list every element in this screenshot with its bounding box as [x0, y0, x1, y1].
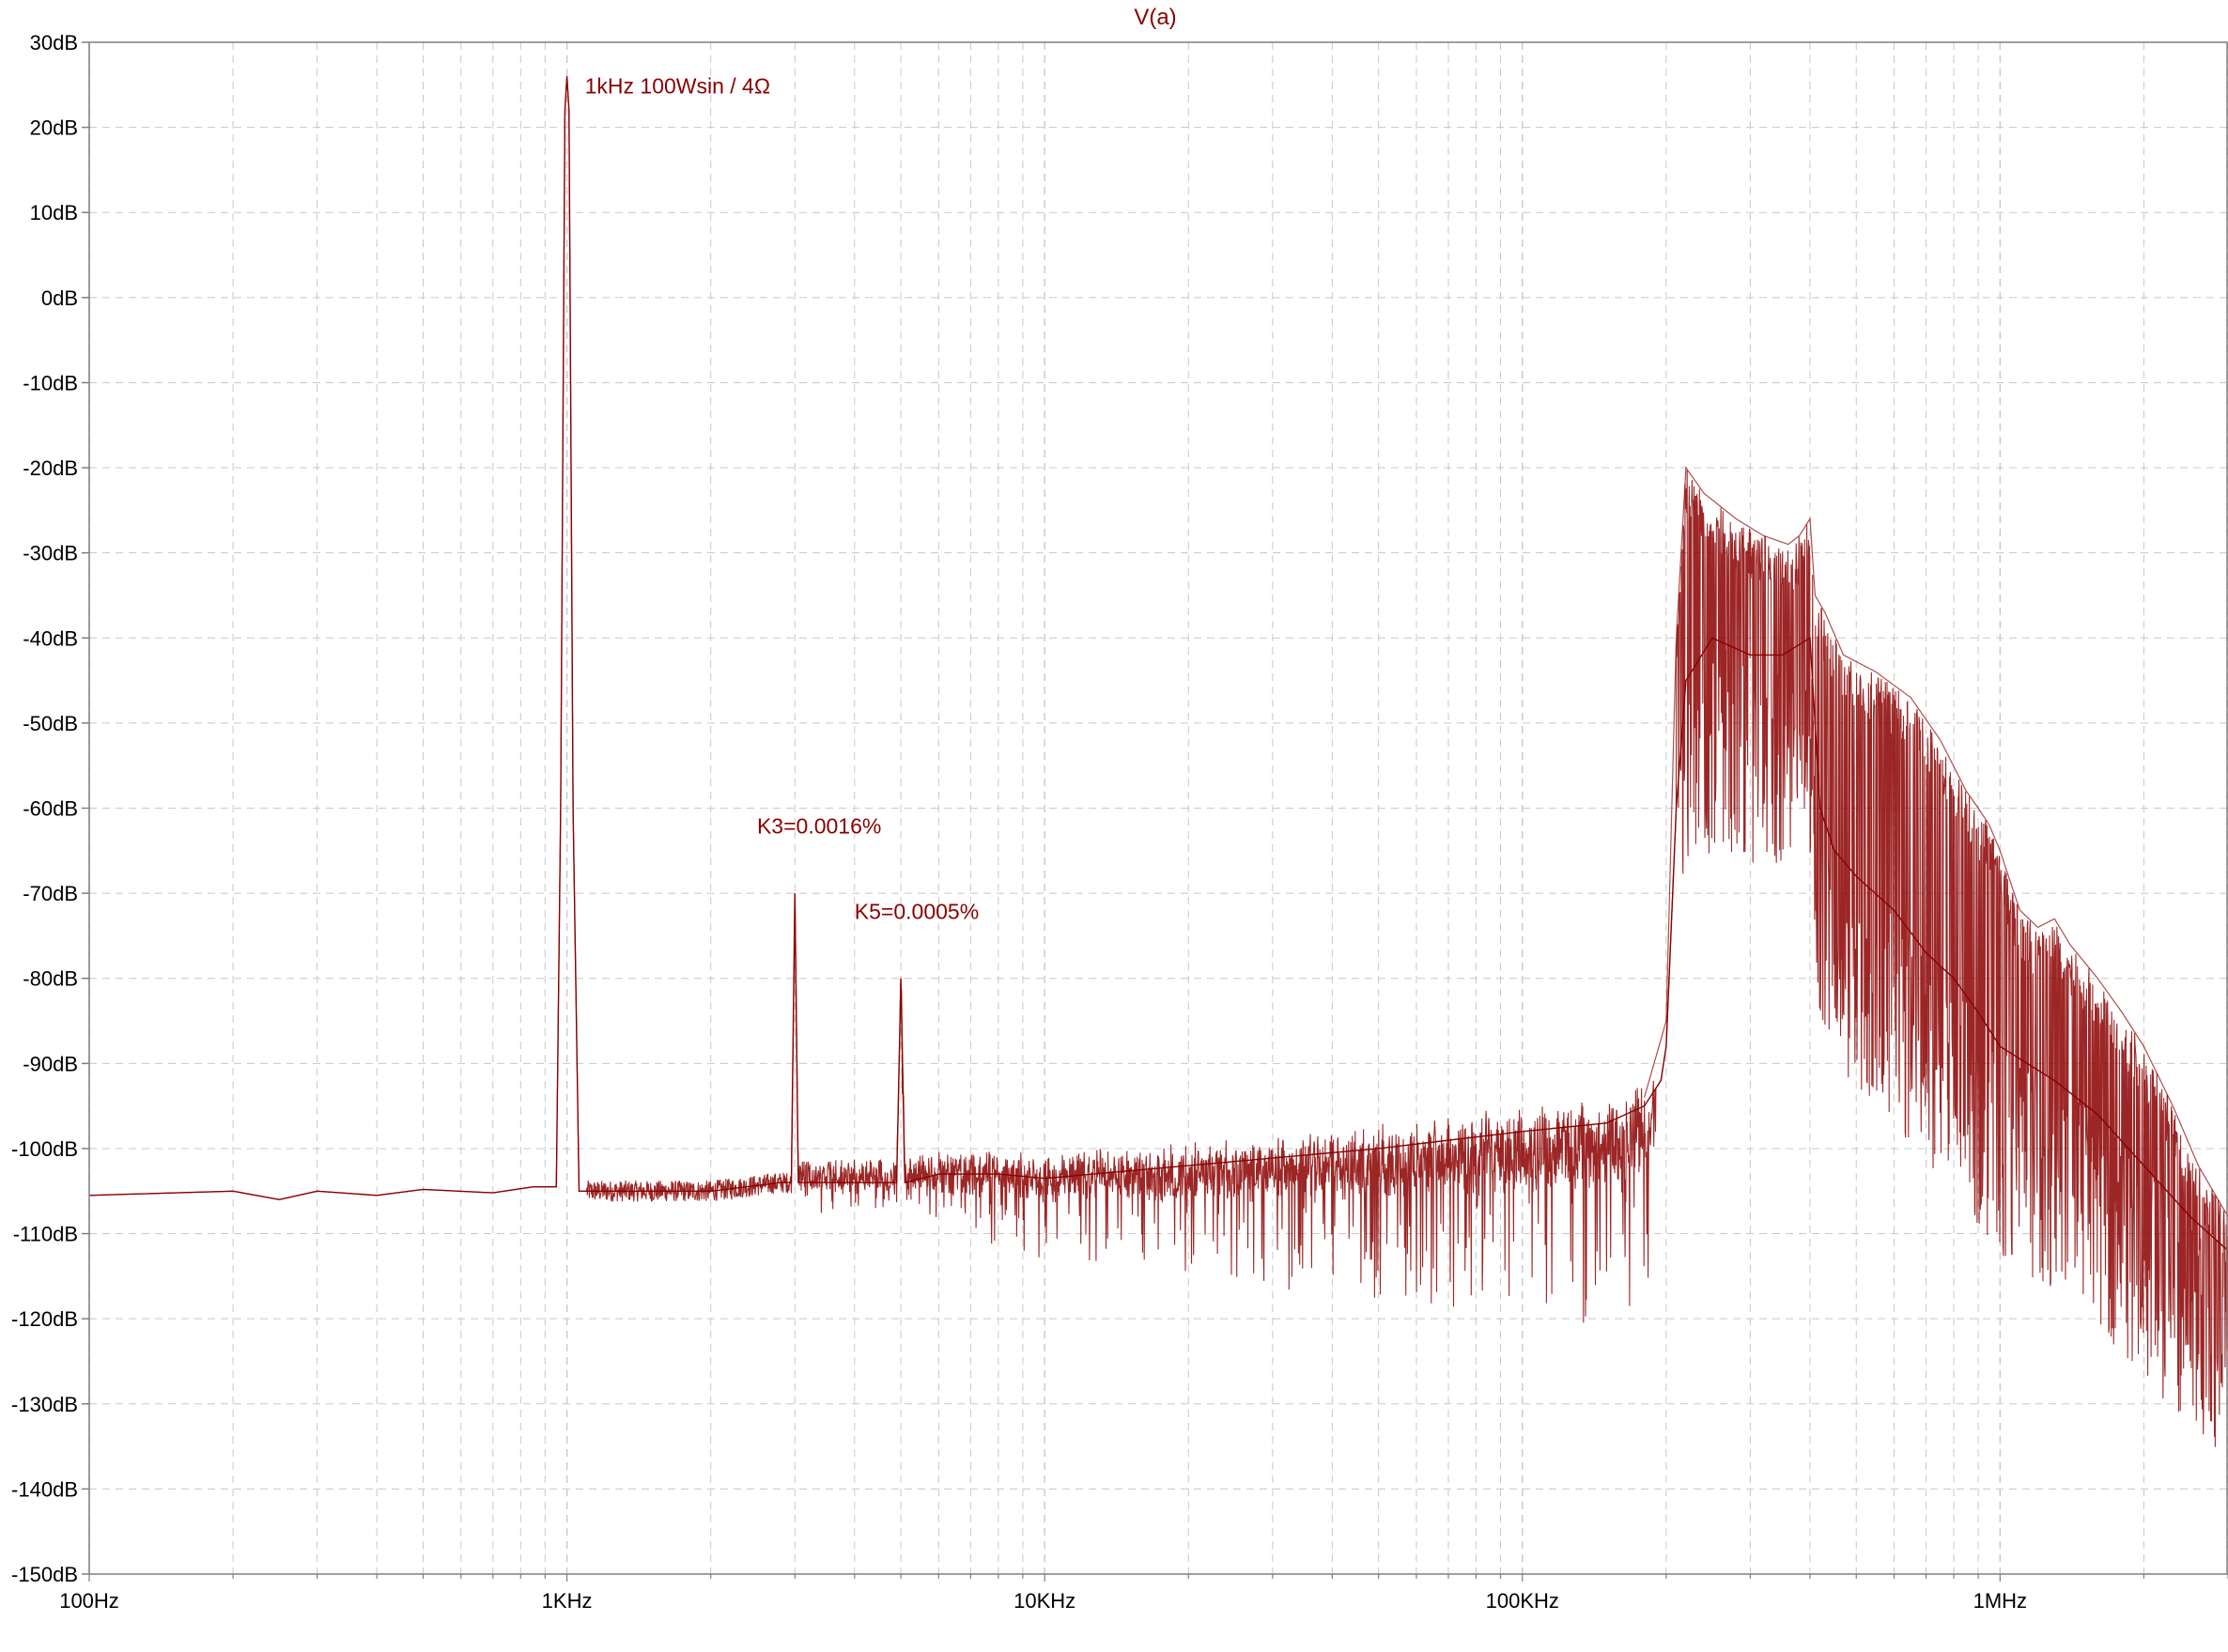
chart-title: V(a) [1134, 5, 1176, 30]
y-tick-label: -100dB [11, 1137, 78, 1161]
y-tick-label: -30dB [23, 542, 78, 565]
trace-layer [88, 76, 2228, 1447]
annotation-label: 1kHz 100Wsin / 4Ω [585, 73, 770, 98]
y-tick-label: 30dB [30, 31, 78, 54]
x-tick-label: 100Hz [59, 1589, 119, 1613]
y-tick-label: 20dB [30, 116, 78, 140]
annotation-label: K5=0.0005% [855, 899, 979, 923]
y-tick-label: -130dB [11, 1393, 78, 1416]
y-tick-label: -140dB [11, 1477, 78, 1501]
y-tick-label: 0dB [41, 286, 78, 310]
annotation-label: K3=0.0016% [757, 814, 881, 839]
label-layer: 30dB 20dB 10dB 0dB -10dB -20dB -30dB -40dB -50dB… [11, 31, 2027, 1613]
trace-va-envelope [1644, 466, 2228, 1217]
y-tick-label: -40dB [23, 626, 78, 650]
y-tick-label: -120dB [11, 1307, 78, 1331]
y-tick-label: -80dB [23, 967, 78, 991]
trace-va [89, 77, 2228, 1447]
y-tick-label: -70dB [23, 882, 78, 905]
y-tick-label: -60dB [23, 797, 78, 821]
y-tick-label: -90dB [23, 1052, 78, 1075]
y-tick-label: -50dB [23, 712, 78, 735]
x-tick-label: 100KHz [1486, 1589, 1559, 1613]
trace-va-base [88, 76, 2228, 1252]
x-tick-label: 1MHz [1973, 1589, 2027, 1613]
x-tick-label: 1KHz [542, 1589, 593, 1613]
axis-layer [82, 41, 2228, 1582]
y-tick-label: -10dB [23, 371, 78, 394]
x-tick-label: 10KHz [1013, 1589, 1075, 1613]
y-tick-label: -110dB [13, 1223, 78, 1246]
y-tick-label: -150dB [11, 1563, 78, 1586]
y-tick-label: 10dB [30, 201, 78, 224]
y-tick-label: -20dB [23, 456, 78, 480]
